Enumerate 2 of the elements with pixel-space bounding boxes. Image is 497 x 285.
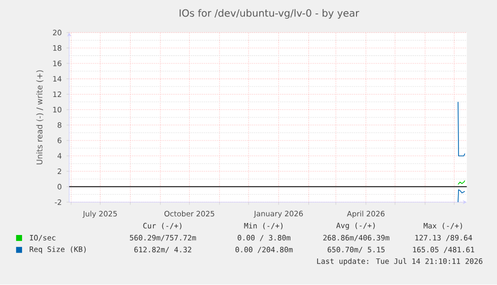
line-series: [458, 190, 466, 203]
chart-title: IOs for /dev/ubuntu-vg/lv-0 - by year: [180, 9, 360, 19]
